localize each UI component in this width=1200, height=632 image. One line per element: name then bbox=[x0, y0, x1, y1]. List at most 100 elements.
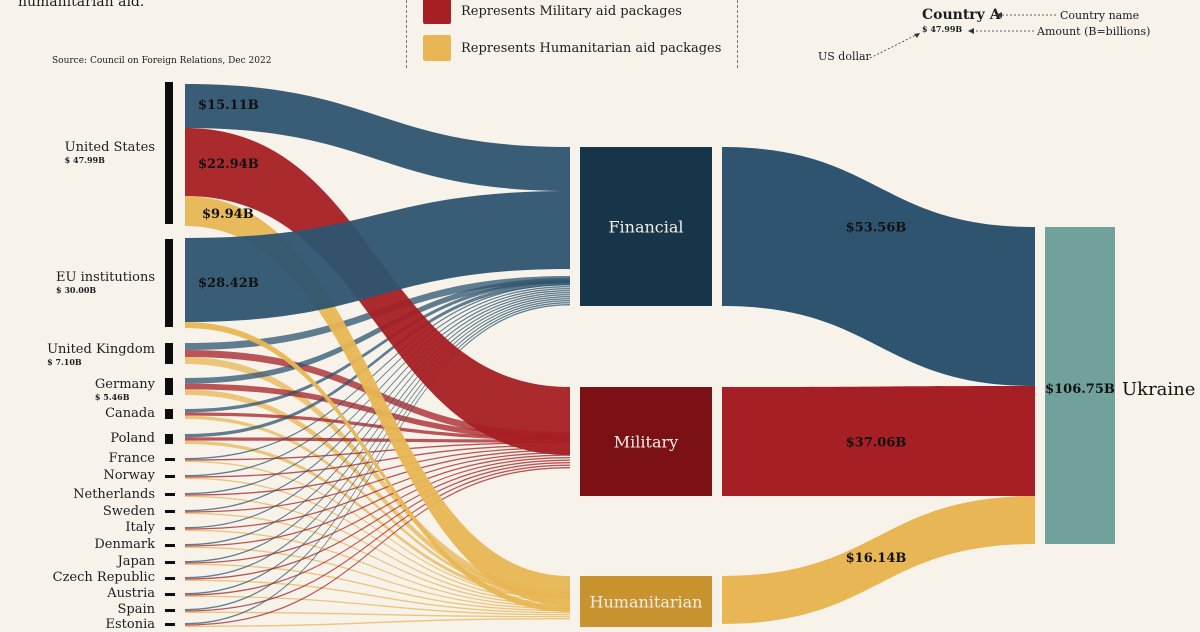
small-flow-14-0 bbox=[185, 300, 570, 595]
small-flow-10-2 bbox=[185, 529, 570, 608]
nodes: Financial Military Humanitarian bbox=[165, 82, 1115, 627]
key-arrow-dollar bbox=[869, 33, 919, 59]
country-name: Denmark bbox=[94, 537, 155, 552]
small-flow-11-2 bbox=[185, 546, 570, 610]
flow-financial-ukraine bbox=[722, 147, 1035, 387]
flow-us-financial bbox=[185, 84, 570, 191]
small-flow-3-0 bbox=[185, 278, 570, 384]
source-bar-6 bbox=[165, 458, 175, 461]
flow-military-ukraine bbox=[722, 386, 1035, 497]
node-military bbox=[580, 387, 712, 496]
country-name: Poland bbox=[110, 431, 155, 446]
country-name: Sweden bbox=[102, 504, 155, 519]
source-note: Source: Council on Foreign Relations, De… bbox=[52, 56, 272, 66]
source-bar-14 bbox=[165, 593, 175, 596]
intro-text: humanitarian aid. bbox=[18, 0, 145, 10]
country-name: Germany bbox=[94, 377, 155, 392]
category-total-military: $37.06B bbox=[846, 436, 907, 451]
legend-humanitarian: Represents Humanitarian aid packages bbox=[423, 35, 721, 61]
small-flow-6-1 bbox=[185, 442, 570, 461]
flow-eu-humanitarian bbox=[185, 322, 570, 612]
source-bar-10 bbox=[165, 527, 175, 530]
country-name: Estonia bbox=[105, 617, 156, 632]
node-label-military: Military bbox=[614, 433, 678, 452]
country-label-france: France bbox=[109, 451, 155, 466]
ukraine-total: $106.75B bbox=[1045, 382, 1115, 397]
country-name: Norway bbox=[103, 468, 155, 483]
source-bar-4 bbox=[165, 409, 173, 419]
country-label-japan: Japan bbox=[118, 554, 155, 569]
source-bar-2 bbox=[165, 343, 173, 364]
small-flow-15-0 bbox=[185, 302, 570, 611]
flow-label-us_humanitarian: $9.94B bbox=[202, 207, 254, 222]
node-label-humanitarian: Humanitarian bbox=[590, 593, 703, 612]
big-flows bbox=[185, 84, 1035, 624]
source-bar-0 bbox=[165, 82, 173, 224]
small-flow-11-1 bbox=[185, 454, 570, 547]
key-country-name-label: Country name bbox=[1060, 9, 1140, 22]
source-bar-8 bbox=[165, 493, 175, 496]
source-bar-3 bbox=[165, 378, 173, 395]
small-flow-5-1 bbox=[185, 437, 570, 443]
country-label-spain: Spain bbox=[117, 602, 155, 617]
military-swatch bbox=[423, 0, 451, 24]
source-bar-7 bbox=[165, 475, 175, 478]
country-label-eu-institutions: EU institutions $ 30.00B bbox=[56, 270, 155, 295]
flow-labels: $53.56B $37.06B $16.14B $106.75B Ukraine $15.… bbox=[198, 98, 1195, 566]
country-name: Austria bbox=[107, 586, 155, 601]
country-label-denmark: Denmark bbox=[94, 537, 155, 552]
category-total-financial: $53.56B bbox=[846, 221, 907, 236]
ukraine-label: Ukraine bbox=[1122, 379, 1195, 400]
small-flow-13-2 bbox=[185, 579, 570, 614]
flow-humanitarian-ukraine bbox=[722, 496, 1035, 624]
country-label-netherlands: Netherlands bbox=[73, 487, 155, 502]
small-flow-15-1 bbox=[185, 464, 570, 612]
country-label-estonia: Estonia bbox=[106, 617, 156, 632]
country-amount: $ 30.00B bbox=[55, 285, 97, 295]
small-flow-9-2 bbox=[185, 512, 570, 606]
legend: Represents Military aid packages Represe… bbox=[406, 0, 738, 68]
source-bar-12 bbox=[165, 561, 175, 564]
key-arrowhead-1 bbox=[996, 12, 1002, 18]
country-label-united-states: United States $ 47.99B bbox=[65, 140, 155, 165]
small-flow-3-2 bbox=[185, 389, 570, 598]
small-flow-4-1 bbox=[185, 412, 570, 441]
small-flow-16-1 bbox=[185, 467, 570, 626]
small-flow-5-0 bbox=[185, 282, 570, 438]
country-amount: $ 7.10B bbox=[47, 357, 82, 367]
source-bar-11 bbox=[165, 544, 175, 547]
small-flow-14-1 bbox=[185, 462, 570, 596]
node-financial bbox=[580, 147, 712, 306]
source-bar-13 bbox=[165, 577, 175, 580]
country-label-united-kingdom: United Kingdom $ 7.10B bbox=[47, 342, 155, 367]
flow-label-us_military: $22.94B bbox=[198, 157, 259, 172]
source-bar-5 bbox=[165, 434, 173, 444]
country-name: Canada bbox=[105, 406, 155, 421]
flow-label-us_financial: $15.11B bbox=[198, 98, 259, 113]
small-flow-10-1 bbox=[185, 452, 570, 530]
small-flow-12-1 bbox=[185, 457, 570, 564]
country-name: Spain bbox=[117, 602, 155, 617]
legend-military: Represents Military aid packages bbox=[423, 0, 682, 24]
small-flow-7-1 bbox=[185, 444, 570, 478]
country-name: Netherlands bbox=[73, 487, 155, 502]
country-amount: $ 5.46B bbox=[94, 392, 130, 402]
small-flow-6-0 bbox=[185, 284, 570, 460]
country-label-canada: Canada bbox=[105, 406, 155, 421]
country-label-czech-republic: Czech Republic bbox=[53, 570, 155, 585]
key-arrowhead-2 bbox=[968, 28, 974, 34]
small-flow-8-2 bbox=[185, 495, 570, 604]
humanitarian-swatch bbox=[423, 35, 451, 61]
small-flow-6-2 bbox=[185, 460, 570, 600]
country-name: Japan bbox=[117, 554, 155, 569]
small-flow-2-2 bbox=[185, 357, 570, 597]
small-flow-12-0 bbox=[185, 296, 570, 563]
key-us-dollar-label: US dollar bbox=[818, 50, 871, 63]
key-amount-label: Amount (B=billions) bbox=[1037, 25, 1151, 38]
flow-us-humanitarian bbox=[185, 196, 570, 606]
country-label-italy: Italy bbox=[125, 520, 155, 535]
node-humanitarian bbox=[580, 576, 712, 627]
flow-label-eu_financial: $28.42B bbox=[198, 276, 259, 291]
category-total-humanitarian: $16.14B bbox=[846, 551, 907, 566]
